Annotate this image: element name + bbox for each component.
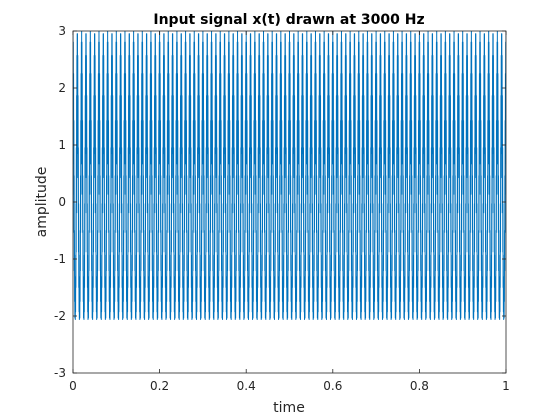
x-tick-label: 0	[69, 379, 77, 393]
y-tick-label: 3	[58, 24, 66, 38]
y-axis-ticks: -3 -2 -1 0 1 2 3	[54, 24, 506, 380]
x-axis-ticks: 0 0.2 0.4 0.6 0.8 1	[69, 31, 510, 393]
y-tick-label: 1	[58, 138, 66, 152]
y-tick-label: -3	[54, 366, 66, 380]
y-tick-label: 0	[58, 195, 66, 209]
y-tick-label: 2	[58, 81, 66, 95]
x-tick-label: 0.8	[410, 379, 429, 393]
x-axis-label: time	[273, 400, 305, 416]
x-tick-label: 0.2	[150, 379, 169, 393]
chart-title: Input signal x(t) drawn at 3000 Hz	[153, 12, 424, 28]
y-axis-label: amplitude	[34, 167, 50, 238]
x-tick-label: 1	[502, 379, 510, 393]
x-tick-label: 0.6	[323, 379, 342, 393]
x-tick-label: 0.4	[237, 379, 256, 393]
y-tick-label: -1	[54, 252, 66, 266]
signal-line	[73, 31, 506, 320]
y-tick-label: -2	[54, 309, 66, 323]
